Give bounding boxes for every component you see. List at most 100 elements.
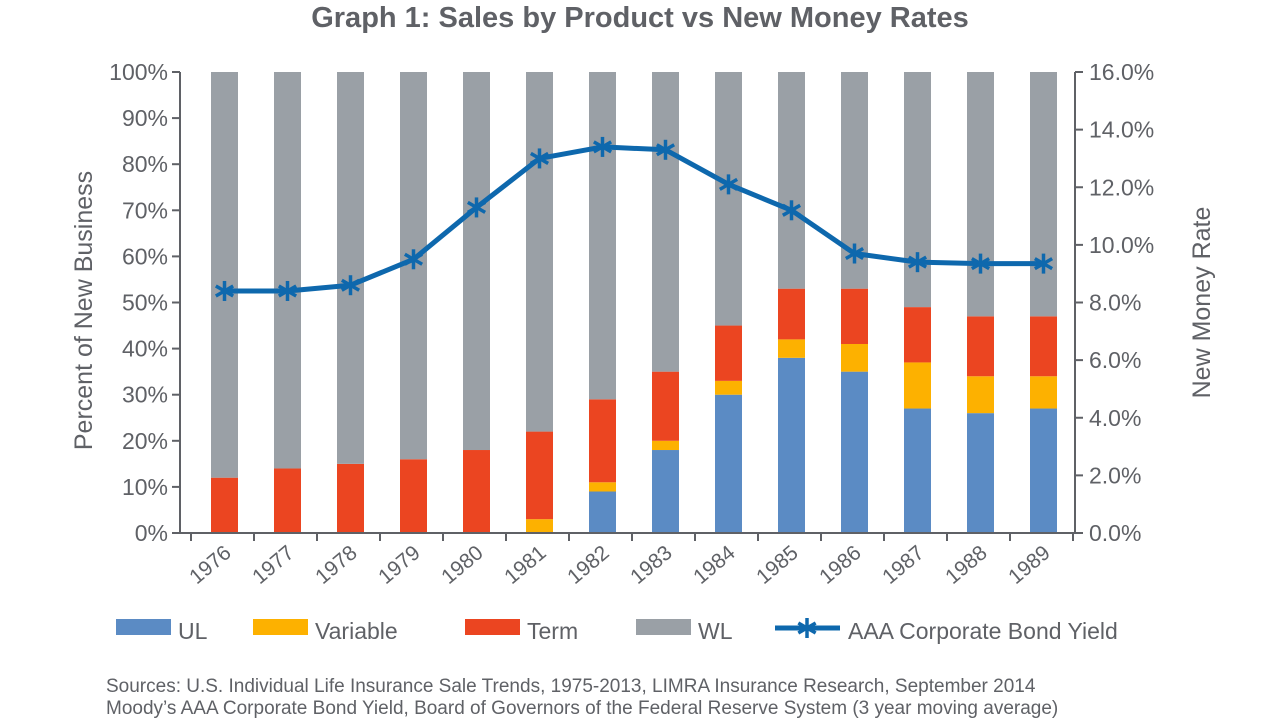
left-tick-label: 90% [122,105,168,131]
right-tick-label: 16.0% [1089,59,1154,85]
bond-yield-marker-1980 [466,197,487,218]
bar-term-1979 [400,459,427,533]
bond-yield-marker-1979 [403,249,424,270]
x-tick-label: 1985 [752,541,803,589]
right-tick-label: 14.0% [1089,117,1154,143]
left-tick-label: 60% [122,243,168,269]
x-tick-label: 1981 [500,541,551,589]
x-tick-label: 1982 [563,541,614,589]
bar-term-1976 [211,477,238,533]
bar-term-1984 [715,325,742,381]
x-tick-label: 1986 [815,541,866,589]
bar-term-1987 [904,307,931,363]
bar-term-1980 [463,450,490,533]
bar-wl-1985 [778,72,805,289]
bar-wl-1978 [337,72,364,464]
bond-yield-marker-1978 [340,275,361,296]
bar-ul-1987 [904,408,931,533]
bond-yield-marker-1985 [781,200,802,221]
bar-wl-1989 [1030,72,1057,317]
sources: Sources: U.S. Individual Life Insurance … [106,676,1058,720]
right-tick-label: 6.0% [1089,347,1141,373]
x-tick-label: 1989 [1004,541,1055,589]
left-axis-title: Percent of New Business [70,171,98,450]
legend-label-term: Term [527,618,578,644]
bar-variable-1985 [778,339,805,358]
left-tick-label: 20% [122,428,168,454]
left-tick-label: 40% [122,336,168,362]
bond-yield-marker-1981 [529,148,550,169]
bar-variable-1987 [904,362,931,409]
bar-wl-1980 [463,72,490,451]
bond-yield-line [224,144,1044,294]
left-tick-label: 100% [109,59,168,85]
legend-label-bond-yield: AAA Corporate Bond Yield [848,618,1118,644]
bar-term-1982 [589,399,616,483]
x-tick-label: 1979 [374,541,425,589]
bar-variable-1984 [715,380,742,395]
left-tick-label: 10% [122,474,168,500]
bond-yield-marker-1989 [1033,253,1054,274]
legend-label-wl: WL [698,618,733,644]
bar-term-1986 [841,288,868,344]
legend-swatch-wl [636,619,691,635]
bar-wl-1988 [967,72,994,317]
bar-wl-1984 [715,72,742,326]
bond-yield-marker-1988 [970,253,991,274]
legend-label-ul: UL [178,618,208,644]
bar-wl-1981 [526,72,553,432]
legend-label-variable: Variable [315,618,398,644]
right-tick-label: 4.0% [1089,405,1141,431]
x-tick-label: 1976 [185,541,236,589]
bar-ul-1986 [841,371,868,533]
left-tick-label: 0% [135,520,168,546]
x-tick-label: 1984 [689,541,740,589]
source-line-1: Sources: U.S. Individual Life Insurance … [106,676,1036,697]
bar-wl-1977 [274,72,301,469]
right-axis-title: New Money Rate [1188,207,1216,399]
legend-swatch-ul [116,619,171,635]
x-tick-label: 1987 [878,541,929,589]
bond-yield-marker-1977 [277,280,298,301]
x-tick-label: 1977 [248,541,299,589]
bar-term-1988 [967,316,994,377]
bar-wl-1982 [589,72,616,400]
legend-swatch-term [465,619,520,635]
x-tick-label: 1988 [941,541,992,589]
bar-wl-1983 [652,72,679,372]
bar-term-1989 [1030,316,1057,377]
left-tick-label: 70% [122,197,168,223]
left-tick-label: 30% [122,382,168,408]
right-tick-label: 0.0% [1089,520,1141,546]
x-tick-label: 1978 [311,541,362,589]
right-tick-label: 12.0% [1089,174,1154,200]
left-tick-label: 80% [122,151,168,177]
bar-variable-1982 [589,482,616,492]
bar-ul-1983 [652,450,679,533]
bar-term-1985 [778,288,805,340]
bond-yield-marker-1976 [214,280,235,301]
bond-yield-marker-1986 [844,243,865,264]
bar-variable-1988 [967,376,994,414]
bar-variable-1989 [1030,376,1057,409]
left-tick-label: 50% [122,290,168,316]
bar-ul-1989 [1030,408,1057,533]
bar-ul-1982 [589,491,616,533]
bond-yield-marker-1987 [907,252,928,273]
source-line-2: Moody’s AAA Corporate Bond Yield, Board … [106,698,1059,719]
bar-term-1983 [652,371,679,441]
bar-ul-1984 [715,394,742,533]
bar-wl-1976 [211,72,238,478]
bar-term-1978 [337,463,364,533]
x-tick-label: 1980 [437,541,488,589]
legend-marker-icon [797,618,817,638]
bond-yield-marker-1982 [592,136,613,157]
bar-ul-1988 [967,413,994,533]
bar-variable-1981 [526,519,553,533]
right-tick-label: 8.0% [1089,290,1141,316]
bond-yield-marker-1984 [718,174,739,195]
right-tick-label: 10.0% [1089,232,1154,258]
bar-term-1981 [526,431,553,520]
right-tick-label: 2.0% [1089,462,1141,488]
